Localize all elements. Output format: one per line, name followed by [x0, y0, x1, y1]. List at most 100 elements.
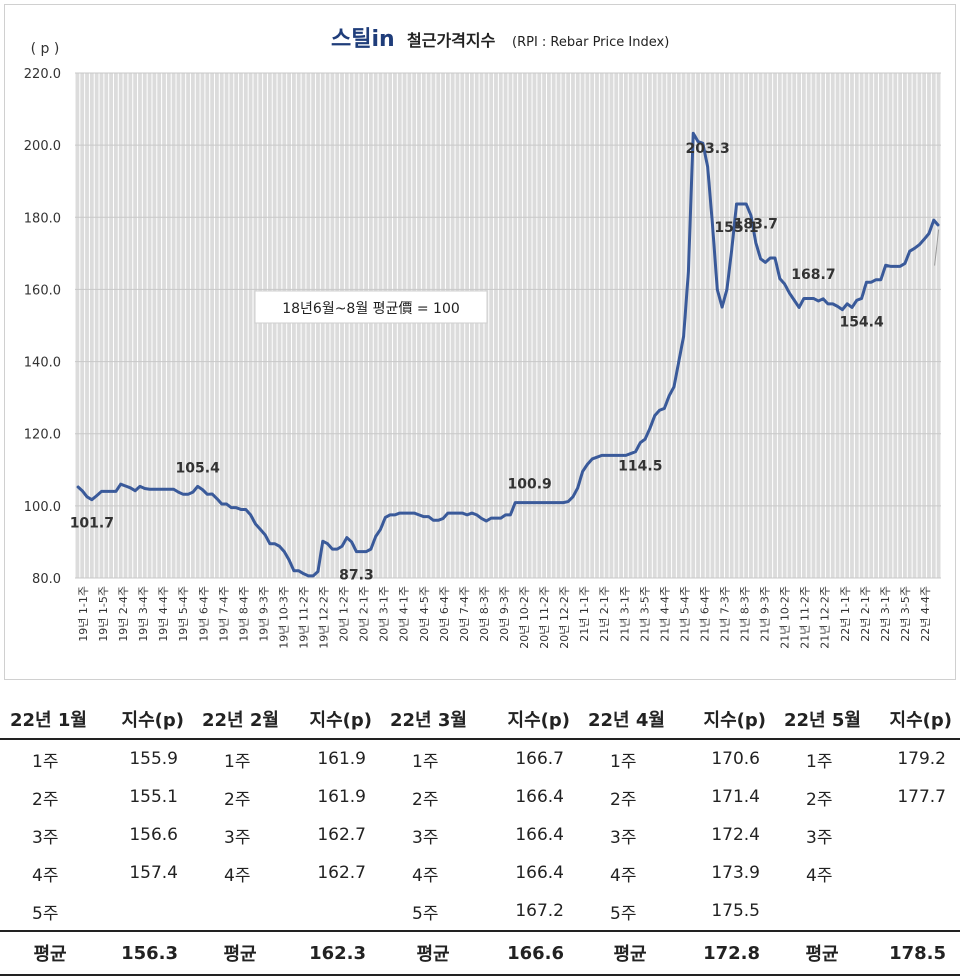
data-point — [759, 257, 762, 260]
x-tick-label: 22년 1-1주 — [839, 586, 852, 642]
x-tick-label: 19년 12-2주 — [318, 586, 331, 649]
data-point — [326, 542, 329, 545]
x-tick-label: 19년 5-4주 — [177, 586, 190, 642]
data-point — [629, 452, 632, 455]
data-point — [442, 517, 444, 520]
data-point — [716, 288, 719, 291]
average-label: 평균 — [192, 930, 288, 976]
data-point — [129, 487, 132, 489]
y-tick-label: 200.0 — [24, 139, 61, 154]
data-point — [360, 550, 363, 553]
header-index-1: 지수(p) — [100, 700, 192, 740]
week-cell: 1주 — [224, 751, 251, 772]
data-point — [95, 494, 98, 497]
index-value-cell — [870, 854, 960, 892]
x-tick-label: 19년 1-1주 — [77, 586, 90, 642]
data-point — [490, 517, 492, 519]
data-point — [591, 458, 593, 460]
table-row: 4주 157.4 4주 162.7 4주 166.4 4주 173.9 4주 — [0, 854, 960, 892]
data-point — [432, 519, 435, 522]
data-point — [76, 485, 79, 488]
data-point — [341, 545, 343, 548]
data-point — [172, 488, 175, 491]
x-tick-label: 21년 8-3주 — [739, 586, 752, 642]
average-label: 평균 — [578, 930, 682, 976]
data-point — [658, 409, 661, 412]
data-point — [312, 575, 314, 577]
x-tick-label: 19년 6-4주 — [197, 586, 210, 642]
x-tick-label: 22년 3-5주 — [899, 586, 912, 642]
data-point — [124, 485, 127, 487]
data-point — [625, 454, 627, 457]
y-tick-label: 140.0 — [24, 356, 61, 371]
x-tick-label: 21년 6-4주 — [698, 586, 711, 642]
x-tick-label: 19년 11-2주 — [298, 586, 311, 649]
data-point — [403, 512, 406, 514]
data-point — [605, 454, 608, 457]
x-tick-label: 21년 5-4주 — [678, 586, 691, 642]
data-point — [509, 514, 512, 516]
data-point — [269, 542, 271, 545]
data-point — [711, 223, 714, 226]
header-month-3: 22년 3월 — [380, 700, 486, 740]
data-point — [220, 503, 223, 505]
data-point — [307, 575, 310, 577]
data-point — [91, 498, 93, 501]
x-tick-label: 21년 3-5주 — [638, 586, 651, 642]
index-value-cell: 155.1 — [129, 787, 178, 807]
data-label: 179.2 — [931, 5, 955, 10]
y-tick-label: 220.0 — [24, 67, 61, 82]
average-label: 평균 — [0, 930, 100, 976]
rebar-price-index-chart: 80.0 100.0 120.0 140.0 160.0 180.0 200.0 220.0 (… — [24, 5, 955, 649]
week-cell: 2주 — [412, 789, 439, 810]
data-point — [870, 281, 873, 284]
data-point — [119, 483, 122, 486]
data-point — [730, 248, 733, 251]
table-row: 5주 5주 167.2 5주 175.5 — [0, 892, 960, 931]
index-value-cell: 166.4 — [515, 825, 564, 845]
week-cell: 1주 — [32, 751, 59, 772]
data-point — [528, 501, 531, 504]
series-line — [76, 131, 940, 578]
data-point — [615, 454, 618, 457]
data-point — [293, 569, 295, 572]
x-tick-label: 19년 10-3주 — [278, 586, 291, 649]
data-point — [389, 514, 391, 516]
x-tick-label: 22년 2-1주 — [859, 586, 872, 642]
y-tick-label: 100.0 — [24, 500, 61, 515]
x-tick-label: 20년 3-1주 — [378, 586, 391, 642]
data-point — [466, 514, 468, 516]
data-point — [302, 572, 305, 575]
data-label: 87.3 — [339, 568, 374, 584]
data-point — [100, 490, 103, 493]
week-cell: 3주 — [412, 827, 439, 848]
data-point — [273, 542, 276, 545]
data-point — [677, 360, 680, 363]
annotation-text: 18년6월~8월 평균價 = 100 — [282, 300, 460, 317]
table-row: 2주 155.1 2주 161.9 2주 166.4 2주 171.4 2주 177.7 — [0, 778, 960, 816]
x-tick-label: 19년 1-5주 — [97, 586, 110, 642]
data-point — [831, 303, 834, 305]
week-cell: 5주 — [412, 903, 439, 924]
annotation-box — [254, 290, 488, 324]
data-point — [735, 203, 738, 205]
data-point — [192, 491, 194, 493]
data-point — [889, 265, 892, 268]
data-label: 154.4 — [839, 314, 884, 330]
week-cell — [192, 892, 288, 931]
data-point — [163, 488, 165, 491]
data-point — [408, 512, 411, 514]
x-tick-label: 21년 11-2주 — [799, 586, 812, 649]
data-point — [634, 450, 637, 453]
data-point — [668, 395, 670, 397]
header-month-4: 22년 4월 — [578, 700, 682, 740]
data-point — [398, 512, 401, 514]
data-point — [769, 257, 772, 259]
data-point — [552, 501, 555, 504]
data-point — [230, 506, 233, 509]
index-value-cell: 175.5 — [711, 901, 760, 921]
x-tick-label: 22년 3-1주 — [879, 586, 892, 642]
data-point — [697, 140, 699, 143]
data-point — [663, 407, 666, 410]
data-point — [899, 265, 901, 268]
